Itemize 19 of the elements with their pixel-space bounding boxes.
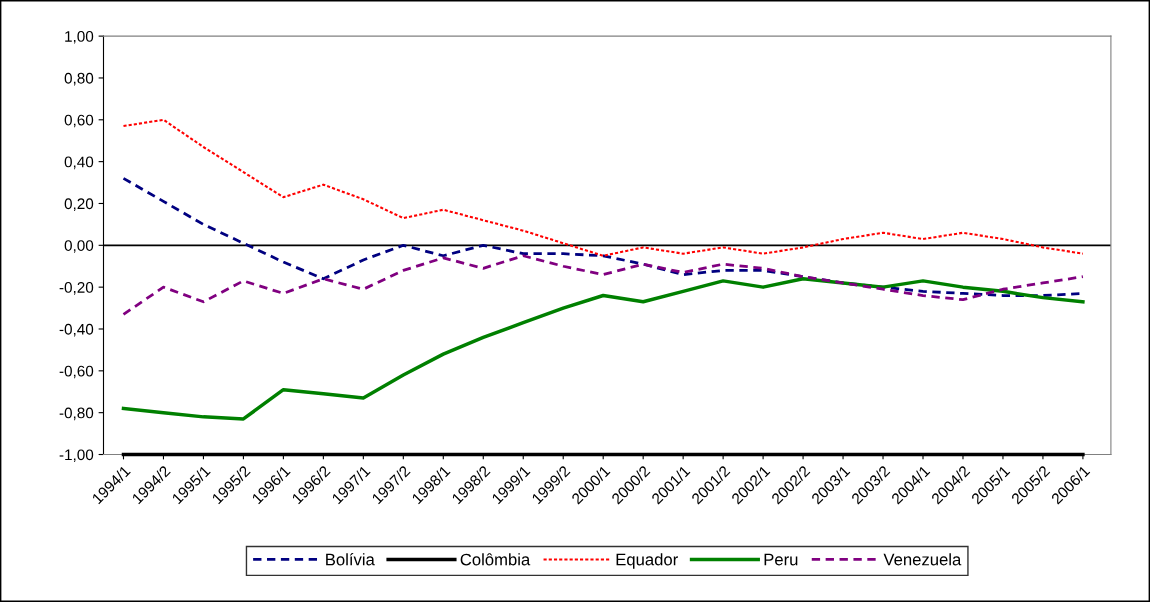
y-tick-label: -0,20	[59, 282, 94, 295]
line-series	[122, 254, 1085, 316]
y-tick-label: -0,40	[59, 323, 94, 337]
y-tick-label: 0,40	[64, 156, 94, 170]
y-tick-label: -0,60	[59, 365, 94, 379]
legend-label: Peru	[764, 553, 798, 566]
y-tick-label: 0,00	[64, 240, 94, 253]
line-series	[122, 118, 1084, 257]
legend-label: Venezuela	[883, 553, 962, 566]
y-tick-label: 0,20	[64, 198, 94, 211]
y-tick-label: 0,80	[64, 72, 94, 86]
y-tick-label: -0,80	[59, 407, 94, 421]
y-tick-label: 0,60	[64, 114, 94, 128]
y-tick-label: 1,00	[65, 30, 94, 44]
legend-label: Equador	[616, 553, 678, 569]
y-tick-label: -1,00	[59, 449, 94, 462]
line-series	[121, 277, 1085, 421]
legend-label: Colômbia	[460, 553, 531, 566]
legend-label: Bolívia	[326, 552, 375, 566]
